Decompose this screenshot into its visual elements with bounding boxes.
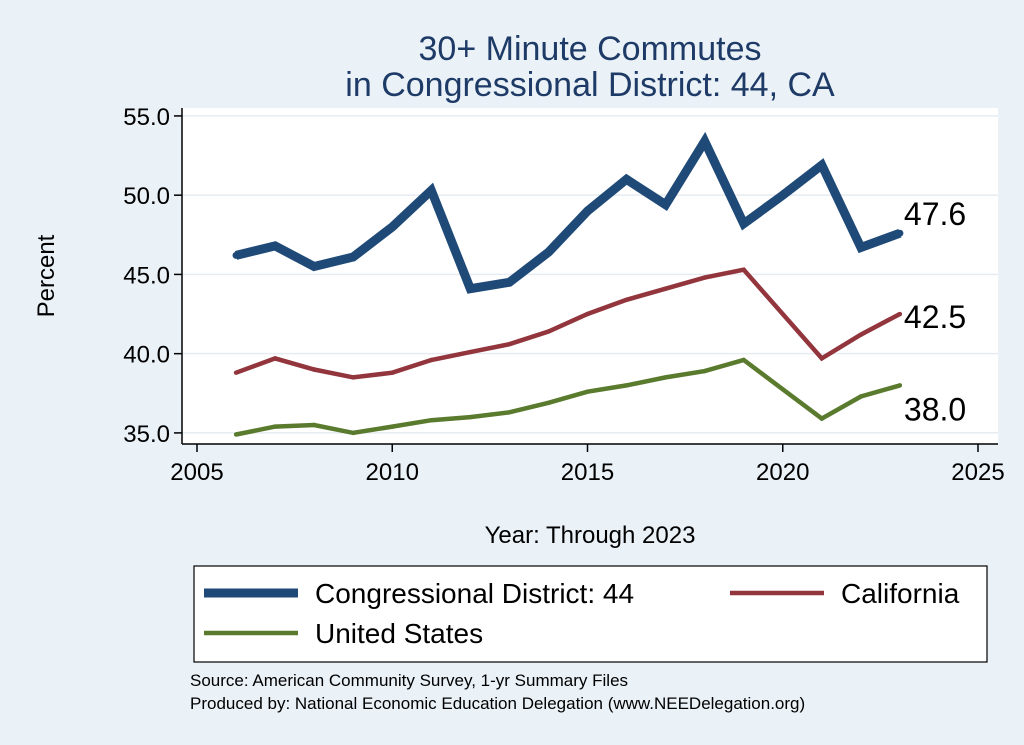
data-point xyxy=(546,400,551,405)
data-point xyxy=(741,267,746,272)
series-line-1 xyxy=(235,131,902,294)
data-point xyxy=(233,370,239,375)
data-point xyxy=(897,383,903,388)
data-point xyxy=(623,175,631,183)
data-point xyxy=(858,394,864,399)
data-point xyxy=(507,341,512,347)
data-point xyxy=(272,424,278,429)
legend-box xyxy=(193,565,988,663)
data-point xyxy=(702,368,707,374)
data-point xyxy=(233,432,239,437)
data-point xyxy=(271,242,279,250)
data-point xyxy=(429,357,434,363)
data-point xyxy=(585,389,590,394)
legend: Congressional District: 44 California Unit… xyxy=(204,578,960,649)
x-tick-label: 2010 xyxy=(366,459,419,486)
chart-title-line-2: in Congressional District: 44, CA xyxy=(345,66,835,104)
data-point xyxy=(544,248,552,256)
end-value-label: 47.6 xyxy=(904,196,966,232)
data-point xyxy=(818,161,826,169)
data-point xyxy=(388,223,396,231)
y-tick-label: 55.0 xyxy=(123,104,170,131)
data-point xyxy=(311,422,317,428)
axes: 35.0 40.0 45.0 50.0 55.0 2005 2010 2015 2020 2025 xyxy=(123,104,1004,486)
data-point xyxy=(310,262,318,270)
plot-area xyxy=(182,108,998,444)
data-point xyxy=(390,424,395,429)
y-tick-label: 40.0 xyxy=(123,342,170,369)
x-tick-label: 2025 xyxy=(951,459,1004,486)
y-tick-label: 50.0 xyxy=(123,183,170,210)
series-lines xyxy=(232,131,904,437)
data-point xyxy=(896,229,904,237)
data-point xyxy=(468,414,473,420)
data-point xyxy=(584,207,591,215)
data-point xyxy=(779,191,787,199)
data-point xyxy=(663,286,668,291)
data-point xyxy=(272,356,278,361)
chart-title-line-1: 30+ Minute Commutes xyxy=(419,30,762,68)
producer-note: Produced by: National Economic Education… xyxy=(190,694,805,713)
data-point xyxy=(585,311,590,317)
data-point xyxy=(741,357,746,363)
data-point xyxy=(351,375,356,380)
data-point xyxy=(466,285,474,293)
end-value-label: 42.5 xyxy=(904,299,966,335)
data-point xyxy=(505,278,513,286)
data-point xyxy=(662,201,670,209)
data-point xyxy=(429,418,434,423)
data-point xyxy=(507,410,512,415)
data-point xyxy=(897,311,903,317)
data-point xyxy=(468,349,473,355)
data-point xyxy=(232,251,240,259)
data-point xyxy=(858,332,864,337)
data-point xyxy=(701,137,709,145)
legend-label-1: Congressional District: 44 xyxy=(315,578,634,609)
data-point xyxy=(663,375,668,380)
legend-label-3: United States xyxy=(315,618,483,649)
end-labels: 47.6 42.5 38.0 xyxy=(904,196,966,427)
data-point xyxy=(857,243,865,251)
x-tick-label: 2005 xyxy=(170,459,223,486)
x-tick-label: 2015 xyxy=(561,459,614,486)
data-point xyxy=(311,367,317,372)
end-value-label: 38.0 xyxy=(904,391,966,427)
data-point xyxy=(349,253,357,261)
data-point xyxy=(624,383,629,388)
data-point xyxy=(624,297,629,302)
y-axis-title: Percent xyxy=(33,234,60,317)
data-point xyxy=(546,329,551,334)
data-point xyxy=(819,416,824,421)
data-point xyxy=(702,275,707,280)
y-tick-label: 45.0 xyxy=(123,262,170,289)
data-point xyxy=(740,220,748,228)
legend-label-2: California xyxy=(841,578,960,609)
grid-lines xyxy=(182,115,998,434)
y-tick-label: 35.0 xyxy=(123,421,170,448)
x-axis-title: Year: Through 2023 xyxy=(485,522,696,549)
data-point xyxy=(427,186,435,194)
data-point xyxy=(819,356,824,361)
data-point xyxy=(351,430,356,436)
x-tick-label: 2020 xyxy=(756,459,809,486)
source-note: Source: American Community Survey, 1-yr … xyxy=(190,671,628,690)
data-point xyxy=(390,370,395,375)
